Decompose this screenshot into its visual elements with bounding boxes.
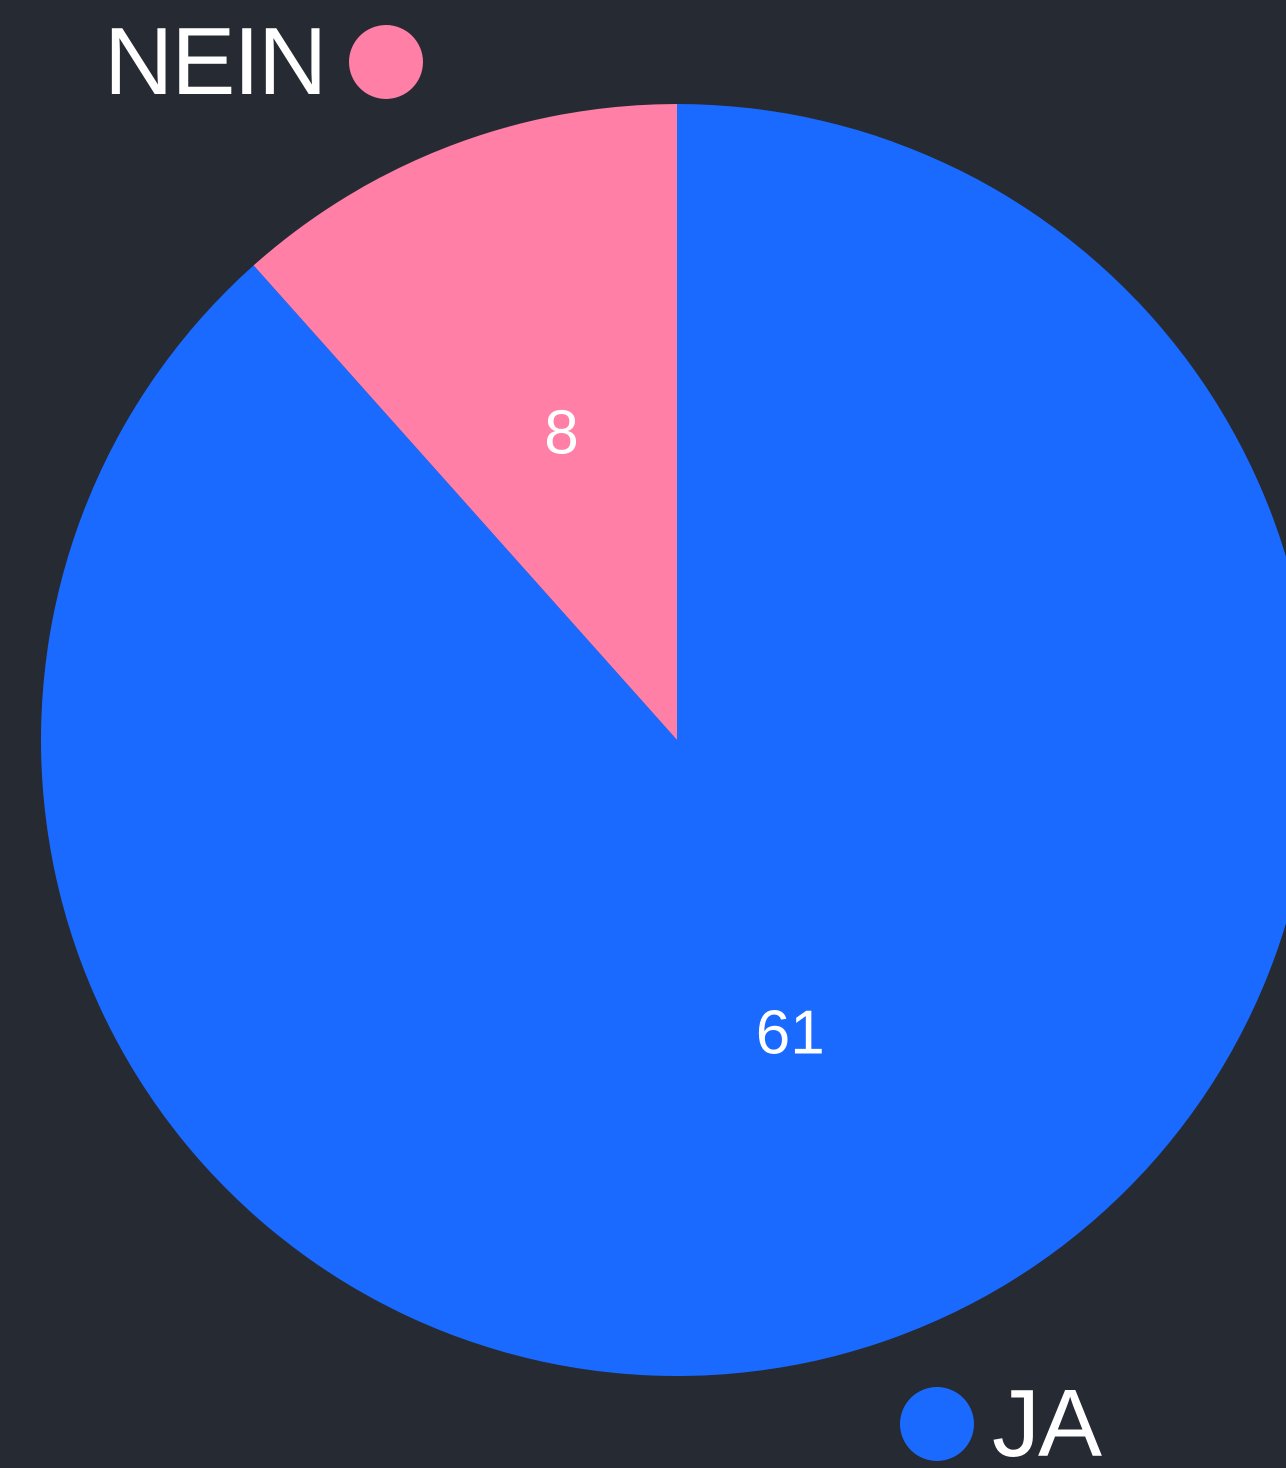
data-label-nein: 8 xyxy=(544,398,578,467)
legend-entry-nein: NEIN xyxy=(104,8,424,115)
legend-entry-ja: JA xyxy=(900,1370,1102,1468)
legend-label-ja: JA xyxy=(992,1370,1102,1468)
legend-swatch-ja xyxy=(900,1387,974,1461)
legend-label-nein: NEIN xyxy=(104,8,327,115)
legend-swatch-nein xyxy=(349,25,424,99)
pie-slice-ja xyxy=(41,104,1286,1376)
data-label-ja: 61 xyxy=(756,999,825,1068)
pie-slice-nein xyxy=(253,104,677,740)
